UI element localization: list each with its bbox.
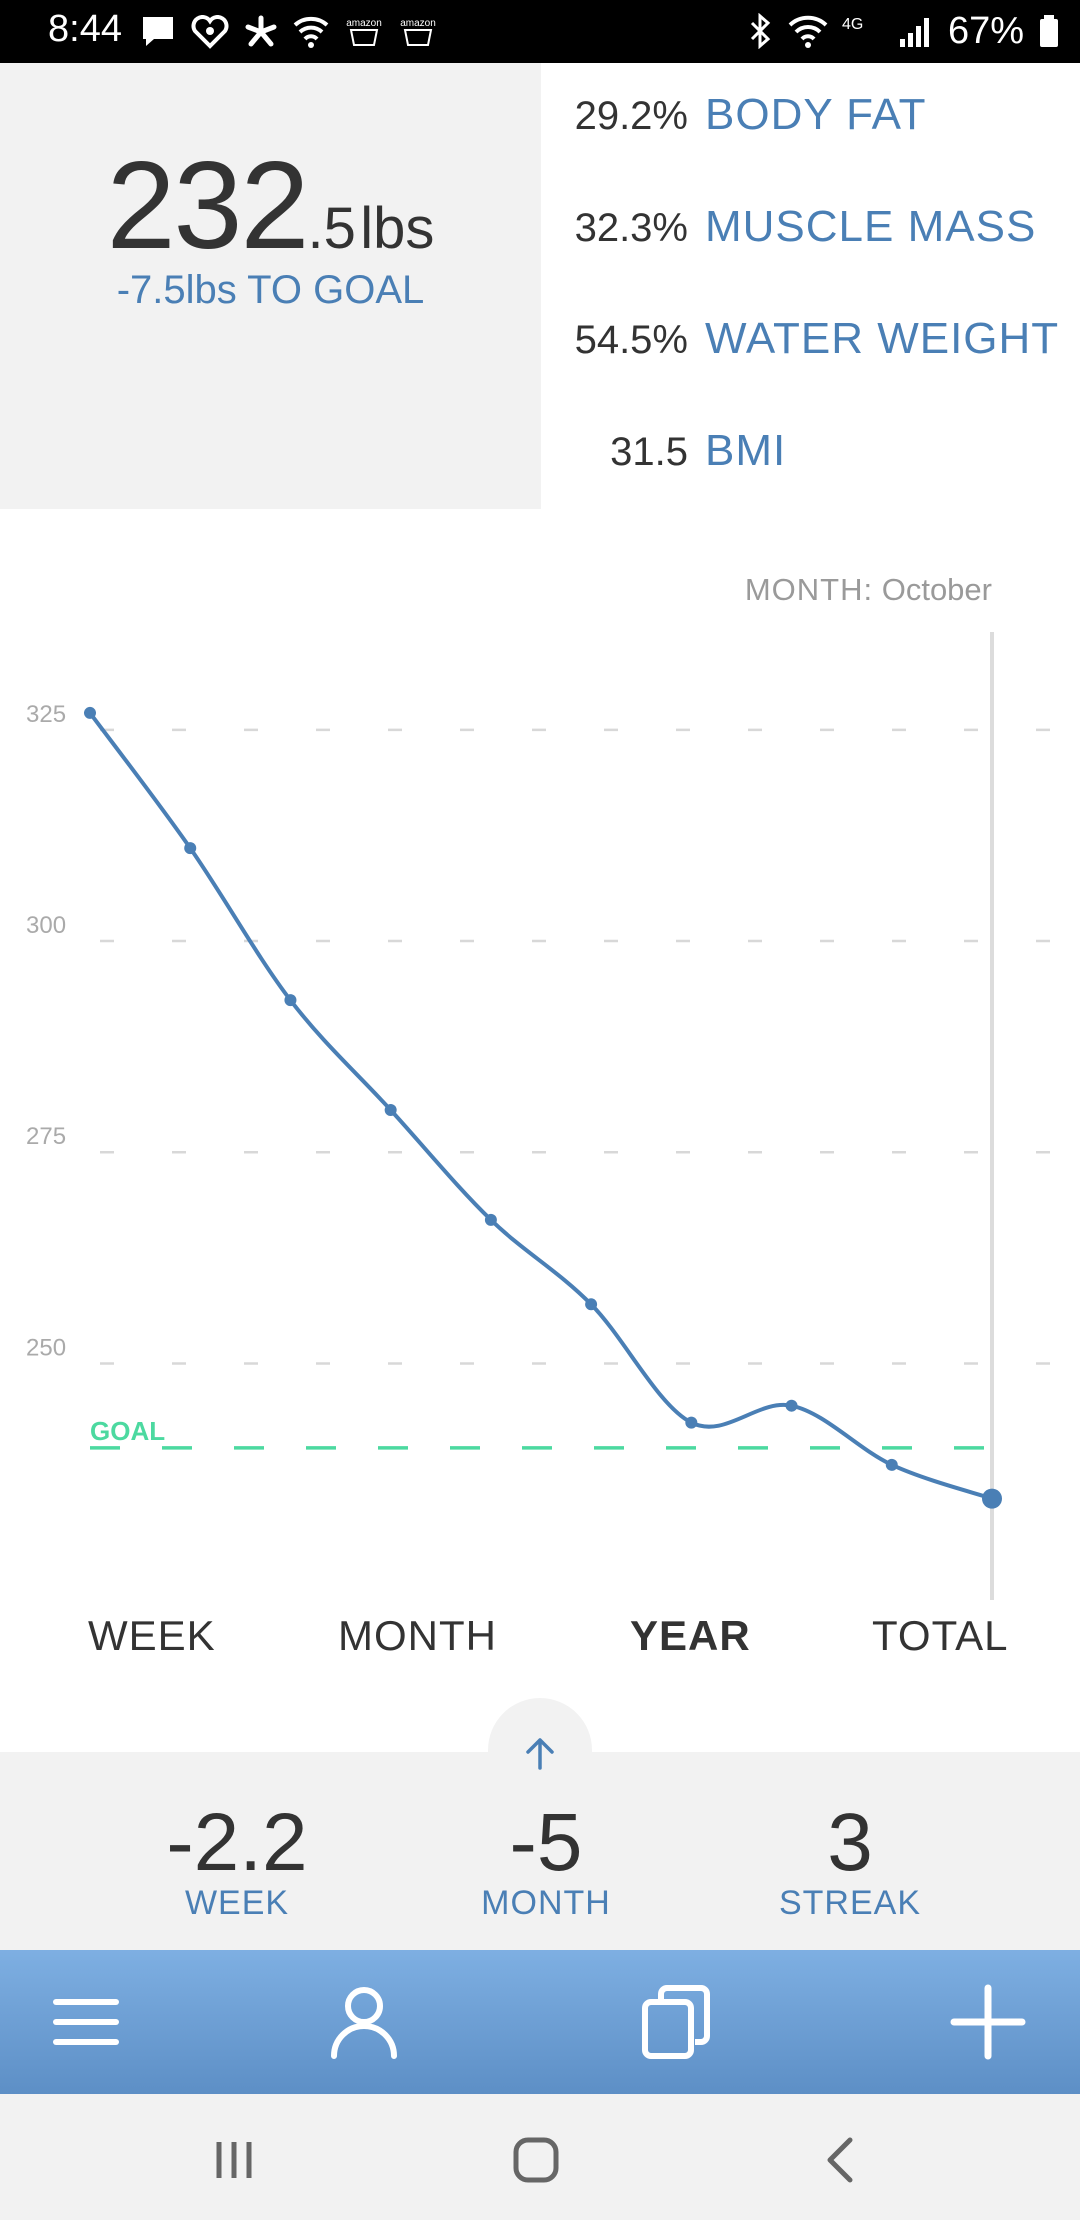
bluetooth-icon xyxy=(750,13,771,49)
iheart-icon xyxy=(191,15,229,49)
stat-label: MONTH xyxy=(481,1884,611,1922)
data-point xyxy=(284,994,297,1007)
system-status-icons: 4G 67% xyxy=(748,6,1060,56)
menu-button[interactable] xyxy=(36,1972,136,2072)
y-tick-label: 275 xyxy=(26,1123,66,1150)
stat-streak: 3 STREAK xyxy=(730,1796,970,1923)
current-weight: 232.5 lbs xyxy=(0,135,541,277)
stat-value: 3 xyxy=(827,1797,873,1888)
system-nav-bar xyxy=(0,2094,1080,2220)
copy-button[interactable] xyxy=(626,1972,726,2072)
month-indicator: MONTH: October xyxy=(745,572,992,608)
data-point xyxy=(585,1298,598,1311)
data-point xyxy=(384,1104,397,1116)
back-button[interactable] xyxy=(810,2130,870,2190)
wifi-icon xyxy=(788,15,828,48)
weight-summary-panel xyxy=(0,63,541,509)
month-key: MONTH: xyxy=(744,572,874,607)
lte-icon: 4G xyxy=(842,16,863,33)
metric-value: 54.5% xyxy=(574,318,688,362)
metric-water-weight[interactable]: 54.5% WATER WEIGHT xyxy=(541,304,1080,384)
y-tick-label: 250 xyxy=(26,1334,66,1361)
amazon-icon: amazon xyxy=(346,18,382,46)
metric-value: 32.3% xyxy=(574,206,688,250)
stat-month: -5 MONTH xyxy=(426,1796,666,1923)
data-point xyxy=(184,842,197,855)
svg-text:4G: 4G xyxy=(842,16,863,33)
signal-icon xyxy=(899,18,929,47)
home-icon xyxy=(513,2137,559,2183)
data-point xyxy=(885,1458,898,1471)
month-value: October xyxy=(881,572,992,607)
tab-year[interactable]: YEAR xyxy=(630,1612,751,1659)
metric-value: 29.2% xyxy=(574,94,688,138)
expand-button[interactable] xyxy=(488,1698,592,1788)
metric-label: MUSCLE MASS xyxy=(705,202,1037,251)
back-icon xyxy=(827,2137,853,2183)
data-point xyxy=(685,1416,698,1429)
metric-muscle-mass[interactable]: 32.3% MUSCLE MASS xyxy=(541,192,1080,272)
menu-icon xyxy=(53,1999,119,2045)
bottom-nav xyxy=(0,1950,1080,2094)
data-point xyxy=(785,1399,798,1412)
data-point xyxy=(84,706,96,719)
copy-icon xyxy=(642,1985,710,2059)
wifi-calling-icon xyxy=(293,16,329,48)
weight-decimal: .5 xyxy=(307,196,356,261)
metric-label: WATER WEIGHT xyxy=(705,314,1060,363)
stat-value: -2.2 xyxy=(166,1797,308,1888)
metric-label: BMI xyxy=(705,426,787,475)
profile-button[interactable] xyxy=(314,1972,414,2072)
current-point xyxy=(982,1488,1002,1509)
home-button[interactable] xyxy=(506,2130,566,2190)
to-goal-text: -7.5lbs TO GOAL xyxy=(116,268,425,312)
stat-label: WEEK xyxy=(184,1884,290,1922)
tab-week[interactable]: WEEK xyxy=(88,1612,216,1659)
status-bar: 8:44 amazon amazon 4G 67% xyxy=(0,0,1080,63)
arrow-up-icon xyxy=(526,1738,554,1770)
data-point xyxy=(484,1213,497,1226)
notification-icons: amazon amazon xyxy=(140,10,438,54)
metric-label: BODY FAT xyxy=(705,90,927,139)
amazon-icon: amazon xyxy=(400,18,436,46)
yelp-icon xyxy=(245,15,277,47)
weight-series-line xyxy=(88,711,993,1501)
tab-month[interactable]: MONTH xyxy=(338,1612,497,1659)
y-tick-label: 300 xyxy=(26,912,66,939)
svg-text:amazon: amazon xyxy=(346,18,382,29)
battery-icon xyxy=(1040,15,1058,47)
weight-chart[interactable]: 250 275 300 325 GOAL xyxy=(0,620,1080,1600)
metric-body-fat[interactable]: 29.2% BODY FAT xyxy=(541,80,1080,160)
recent-apps-button[interactable] xyxy=(204,2130,264,2190)
status-time: 8:44 xyxy=(48,8,122,50)
add-icon xyxy=(950,1984,1026,2060)
weight-unit: lbs xyxy=(360,196,435,261)
recent-apps-icon xyxy=(216,2142,252,2178)
metric-bmi[interactable]: 31.5 BMI xyxy=(541,416,1080,496)
add-button[interactable] xyxy=(938,1972,1038,2072)
stat-label: STREAK xyxy=(778,1884,922,1922)
profile-icon xyxy=(331,1987,397,2059)
goal-label: GOAL xyxy=(90,1416,165,1446)
svg-text:amazon: amazon xyxy=(400,18,436,29)
tab-total[interactable]: TOTAL xyxy=(872,1612,1009,1659)
stat-week: -2.2 WEEK xyxy=(117,1796,357,1923)
weight-whole: 232 xyxy=(106,137,310,275)
message-icon xyxy=(143,17,173,46)
stat-value: -5 xyxy=(509,1797,583,1888)
y-tick-label: 325 xyxy=(26,701,66,728)
battery-percent: 67% xyxy=(947,9,1024,52)
metric-value: 31.5 xyxy=(610,430,688,474)
